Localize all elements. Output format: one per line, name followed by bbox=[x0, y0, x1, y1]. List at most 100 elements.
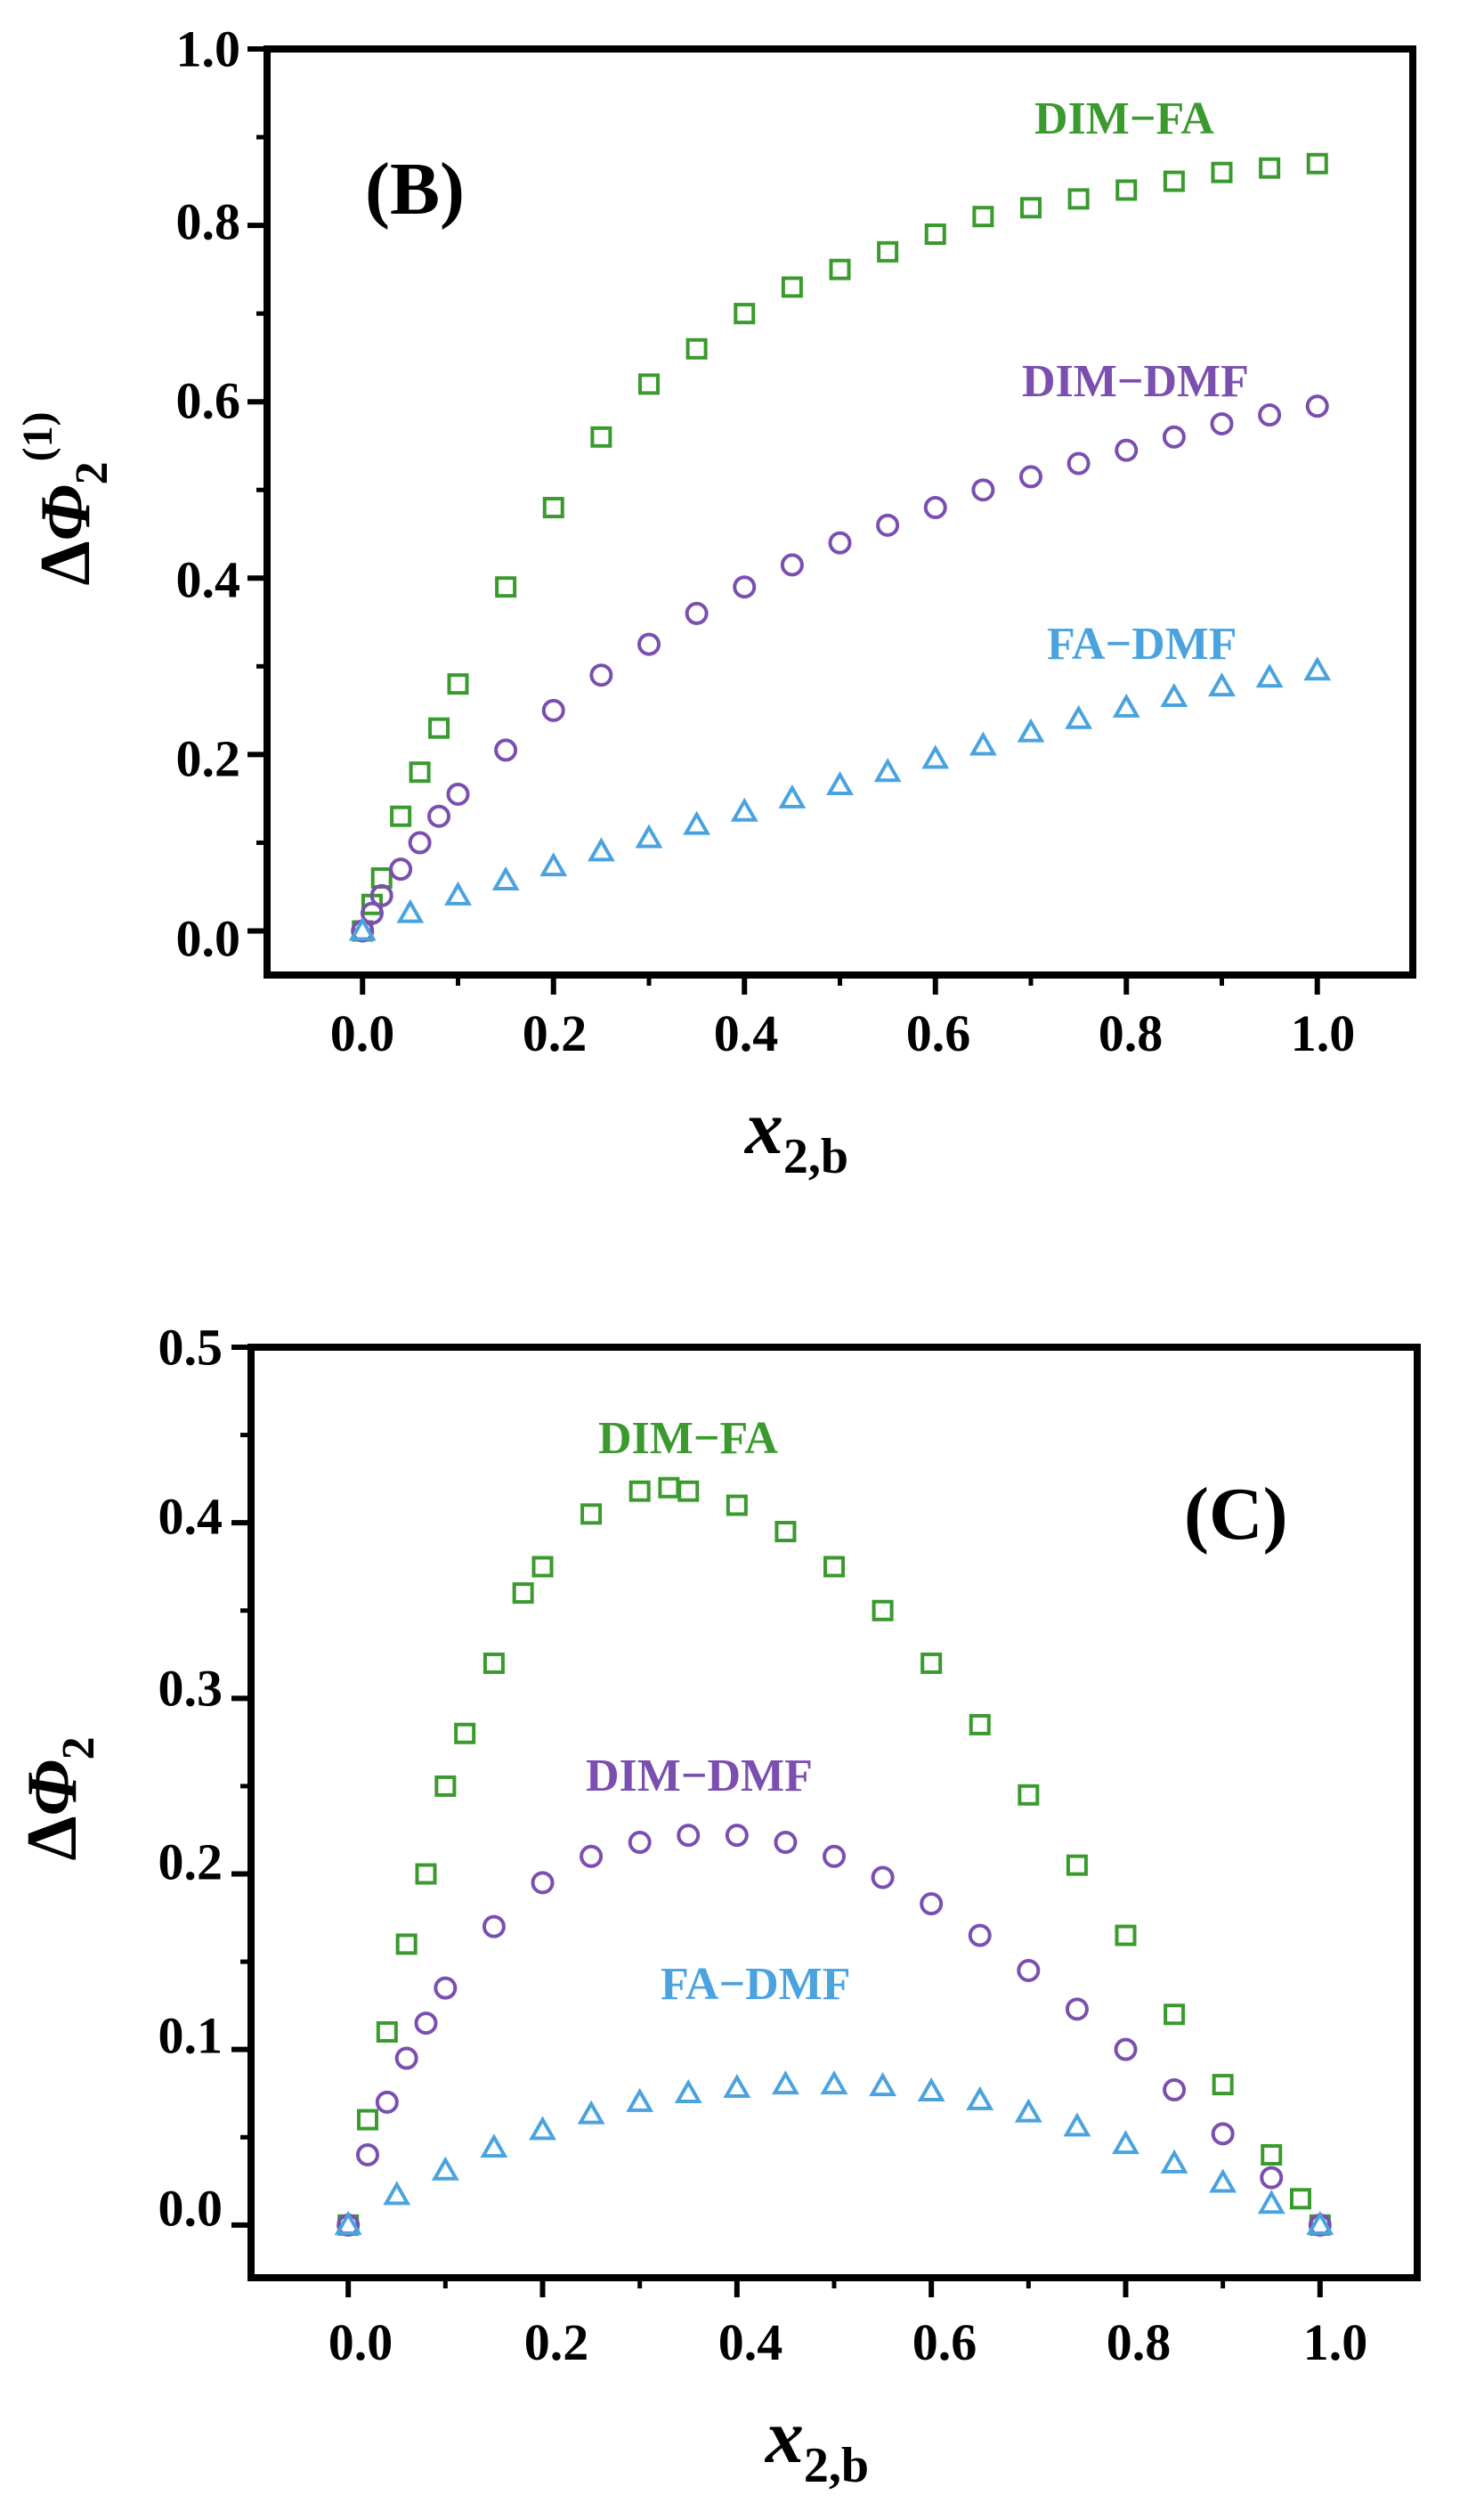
x-tick-label: 0.6 bbox=[906, 1004, 971, 1062]
dim-dmf-point bbox=[725, 1824, 749, 1848]
dim-fa-point bbox=[580, 1503, 603, 1525]
y-tick-label: 0.4 bbox=[176, 551, 241, 609]
dim-dmf-point bbox=[434, 1976, 458, 2000]
dim-fa-point bbox=[920, 1652, 943, 1674]
dim-fa-point bbox=[823, 1556, 845, 1578]
dim-fa-point bbox=[390, 805, 412, 827]
fa-dmf-point bbox=[626, 2087, 654, 2112]
fa-dmf-point bbox=[1112, 693, 1140, 718]
dim-dmf-point bbox=[1115, 438, 1139, 462]
y-tick-label: 0.2 bbox=[176, 730, 241, 788]
dim-fa-point bbox=[1018, 1784, 1040, 1806]
dim-dmf-point bbox=[446, 782, 470, 806]
fa-dmf-point bbox=[444, 881, 472, 906]
dim-dmf-point bbox=[394, 2046, 418, 2070]
fa-dmf-point bbox=[539, 852, 568, 877]
y-tick-label: 0.3 bbox=[158, 1660, 223, 1718]
dim-fa-point bbox=[357, 2109, 378, 2131]
dim-dmf-point bbox=[733, 575, 757, 599]
fa-dmf-point bbox=[1208, 672, 1236, 697]
fa-dmf-point bbox=[635, 824, 663, 849]
dim-dmf-point bbox=[1260, 2166, 1284, 2190]
y-axis-label: ΔΦ2 bbox=[13, 1736, 104, 1860]
x-tick-label: 0.0 bbox=[328, 2313, 393, 2371]
dim-fa-point bbox=[415, 1863, 437, 1885]
dim-fa-point bbox=[590, 426, 612, 448]
dim-dmf-point bbox=[1162, 425, 1186, 449]
dim-fa-point bbox=[781, 276, 803, 298]
dim-dmf-point bbox=[408, 831, 432, 855]
dim-fa-point bbox=[1290, 2188, 1311, 2210]
panel-label: (C) bbox=[1184, 1473, 1288, 1556]
fa-dmf-point bbox=[826, 771, 854, 796]
fa-dmf-point bbox=[383, 2181, 411, 2206]
y-tick-label: 1.0 bbox=[176, 20, 241, 78]
dim-fa-point bbox=[658, 1476, 680, 1499]
dim-dmf-point bbox=[923, 496, 947, 520]
fa-dmf-point bbox=[577, 2100, 605, 2125]
fa-dmf-point bbox=[480, 2133, 508, 2158]
dim-dmf-point bbox=[1114, 2037, 1138, 2061]
dim-dmf-point bbox=[1210, 411, 1234, 435]
fa-dmf-point bbox=[334, 2210, 362, 2235]
fa-dmf-point bbox=[1017, 718, 1045, 743]
dim-fa-point bbox=[872, 1599, 894, 1621]
fa-dmf-point bbox=[431, 2156, 459, 2181]
fa-dmf-point bbox=[491, 865, 520, 891]
x-tick-label: 0.8 bbox=[1107, 2313, 1172, 2371]
dim-dmf-point bbox=[828, 531, 852, 555]
fa-dmf-point bbox=[396, 898, 425, 923]
dim-dmf-point bbox=[589, 663, 613, 687]
x-tick-label: 1.0 bbox=[1291, 1004, 1356, 1062]
dim-fa-point bbox=[542, 497, 564, 519]
data-markers bbox=[348, 152, 1332, 943]
fa-dmf-point bbox=[587, 837, 615, 862]
dim-fa-point bbox=[734, 303, 756, 325]
x-tick-label: 0.2 bbox=[524, 2313, 589, 2371]
dim-dmf-point bbox=[360, 901, 384, 925]
dim-dmf-point bbox=[494, 738, 518, 762]
dim-dmf-point bbox=[531, 1871, 555, 1895]
dim-fa-point bbox=[447, 673, 469, 695]
y-tick-label: 0.0 bbox=[176, 910, 241, 968]
fa-dmf-point bbox=[730, 797, 758, 822]
dim-dmf-point bbox=[1163, 2078, 1187, 2102]
x-tick-label: 0.0 bbox=[330, 1004, 395, 1062]
fa-dmf-point bbox=[1255, 663, 1284, 688]
series-label-dim-dmf: DIM−DMF bbox=[586, 1751, 813, 1801]
dim-fa-point bbox=[1115, 179, 1138, 201]
x-tick-label: 0.4 bbox=[718, 2313, 783, 2371]
dim-dmf-point bbox=[1019, 465, 1042, 489]
dim-dmf-point bbox=[1211, 2122, 1235, 2146]
dim-fa-point bbox=[1115, 1924, 1137, 1946]
fa-dmf-point bbox=[1303, 656, 1332, 681]
dim-dmf-point bbox=[427, 804, 451, 828]
fa-dmf-point bbox=[1112, 2130, 1139, 2155]
fa-dmf-point bbox=[771, 2070, 799, 2095]
fa-dmf-point bbox=[969, 731, 997, 756]
dim-fa-point bbox=[1163, 170, 1185, 192]
fa-dmf-point bbox=[820, 2070, 848, 2095]
series-label-dim-fa: DIM−FA bbox=[598, 1413, 778, 1464]
dim-fa-point bbox=[972, 206, 994, 228]
fa-dmf-point bbox=[873, 758, 902, 783]
x-axis-label: x2,b bbox=[743, 1085, 848, 1184]
dim-dmf-point bbox=[580, 1844, 604, 1868]
dim-dmf-point bbox=[356, 2142, 379, 2166]
dim-fa-point bbox=[969, 1713, 991, 1735]
y-tick-label: 0.8 bbox=[176, 193, 241, 251]
x-axis-label: x2,b bbox=[764, 2393, 869, 2493]
fa-dmf-point bbox=[683, 810, 711, 835]
dim-fa-point bbox=[1020, 197, 1042, 219]
fa-dmf-point bbox=[723, 2074, 751, 2099]
dim-fa-point bbox=[454, 1722, 476, 1744]
dim-fa-point bbox=[638, 373, 660, 395]
fa-dmf-point bbox=[529, 2116, 556, 2141]
fa-dmf-point bbox=[1160, 2149, 1188, 2174]
fa-dmf-point bbox=[1160, 682, 1188, 707]
dim-fa-point bbox=[531, 1556, 554, 1578]
dim-fa-point bbox=[1261, 2143, 1283, 2166]
fa-dmf-point bbox=[1065, 704, 1093, 729]
panel-label: (B) bbox=[365, 148, 465, 231]
